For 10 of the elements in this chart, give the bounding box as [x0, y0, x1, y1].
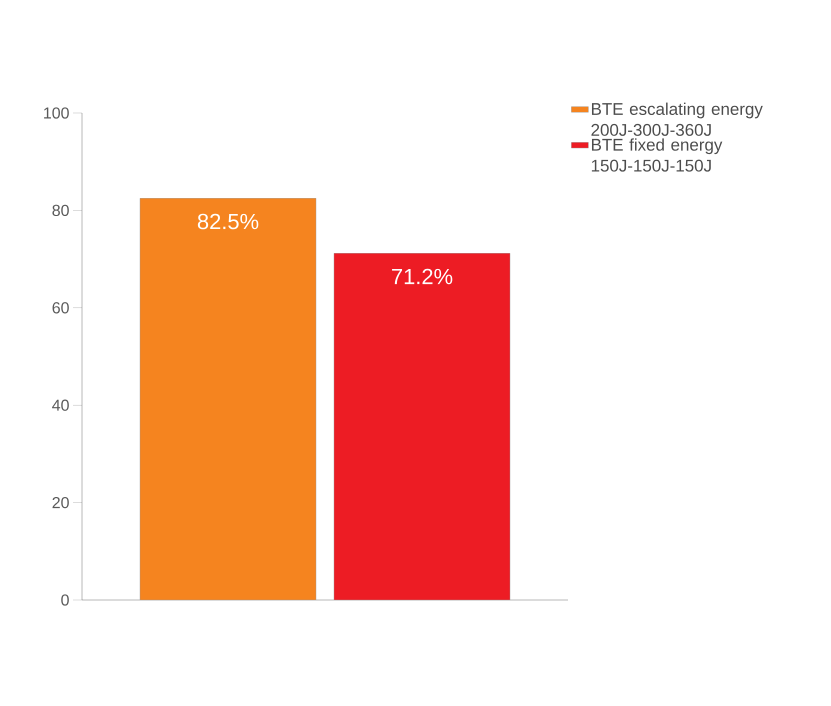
y-tick-label: 60 — [52, 302, 69, 314]
y-tick-label: 0 — [61, 594, 69, 606]
data-label: 71.2% — [392, 268, 452, 284]
legend-label: BTE fixed energy 150J-150J-150J — [592, 138, 722, 172]
y-tick-label: 100 — [44, 107, 69, 119]
y-tick-label: 80 — [52, 204, 69, 216]
y-tick-label: 20 — [52, 496, 69, 508]
data-label: 82.5% — [198, 214, 258, 230]
legend-label: BTE escalating energy 200J-300J-360J — [591, 102, 763, 136]
y-tick-label: 40 — [52, 400, 69, 411]
